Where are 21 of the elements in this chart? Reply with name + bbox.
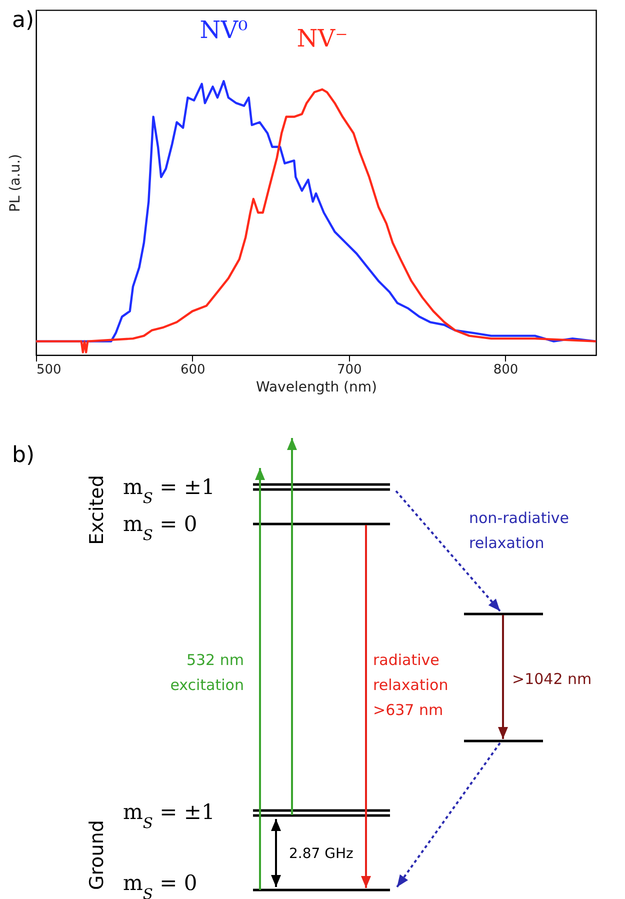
text: b) [12,443,35,468]
x-tick-label: 600 [180,362,206,378]
text: m$_{S}$ = 0 [123,512,198,544]
text: >1042 nm [512,670,592,688]
text: 532 nm excitation [170,651,244,694]
text: m$_{S}$ = ±1 [123,475,215,506]
text: 2.87 GHz [289,846,354,862]
x-axis-title: Wavelength (nm) [256,380,377,396]
text: m$_{S}$ = ±1 [123,800,215,832]
x-tick-label: 800 [493,362,518,378]
x-tick-label: 700 [336,362,362,378]
text: Ground [86,820,108,890]
text: Excited [86,475,108,545]
chart-title: a) [12,8,34,33]
text: m$_{S}$ = 0 [123,871,198,899]
series-label: NV⁰ [200,16,248,44]
y-axis-title: PL (a.u.) [8,154,24,212]
series-label: NV⁻ [296,24,348,52]
text: radiative relaxation >637 nm [373,651,448,719]
x-tick-label: 500 [36,362,62,378]
text: non-radiative relaxation [469,509,569,552]
